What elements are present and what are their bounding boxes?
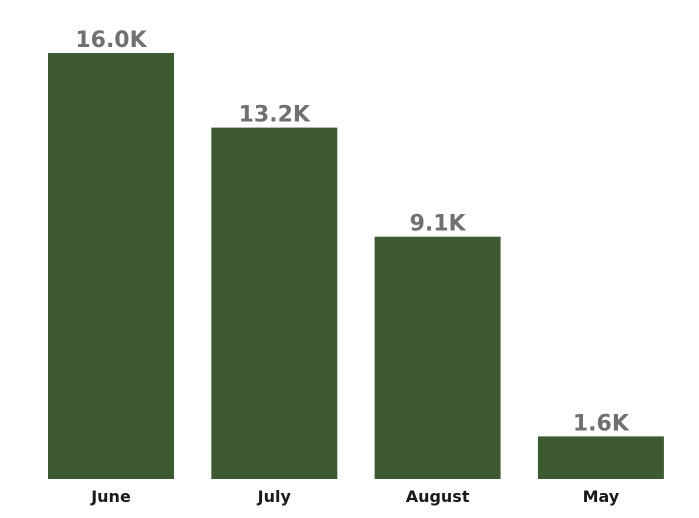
bar-may: [537, 436, 664, 479]
category-label-may: May: [583, 487, 620, 506]
bar-july: [211, 127, 338, 479]
data-label-august: 9.1K: [410, 212, 467, 237]
value-labels-group: 16.0K 13.2K 9.1K 1.6K: [75, 28, 630, 436]
data-label-july: 13.2K: [239, 103, 311, 128]
bar-august: [374, 236, 501, 479]
data-label-june: 16.0K: [75, 28, 147, 53]
category-label-august: August: [406, 487, 470, 506]
bar-june: [48, 53, 174, 479]
category-label-july: July: [257, 487, 292, 506]
category-label-june: June: [90, 487, 131, 506]
data-label-may: 1.6K: [573, 411, 630, 436]
bars-group: [48, 53, 664, 479]
category-labels-group: June July August May: [90, 487, 620, 506]
